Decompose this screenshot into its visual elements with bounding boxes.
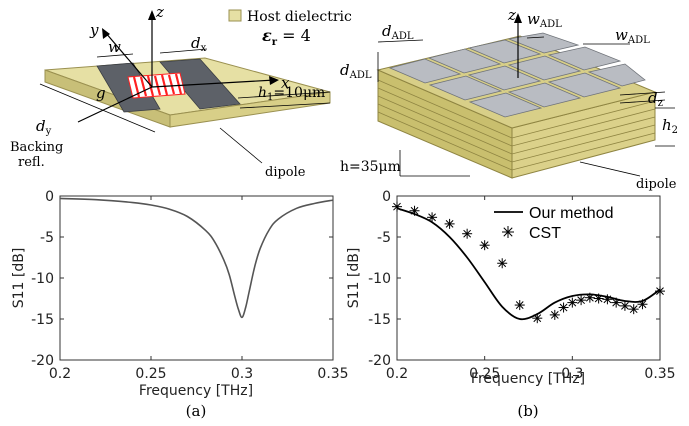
epsilon-label: εr = 4 [262, 26, 311, 48]
h2-label: h2 [662, 116, 678, 136]
backing-label-line1: Backing [10, 140, 63, 155]
cst-marker [392, 201, 402, 212]
cst-marker [462, 228, 473, 239]
plot-b-xtick-label: 0.25 [469, 366, 500, 382]
plot-a-xlabel: Frequency [THz] [139, 383, 253, 399]
cst-marker [611, 297, 622, 308]
x-arrowhead [269, 76, 279, 85]
host-legend-swatch [228, 9, 242, 22]
plot-b: 0 -5 -10 -15 -20 0.2 0.25 0.3 0.35 Our method C… [346, 189, 676, 420]
d-adl-label-top: dADL [382, 22, 414, 42]
z-arrowhead-b [514, 13, 522, 23]
axes-a [77, 14, 276, 123]
plot-a-ytick-label: -20 [31, 353, 54, 369]
cst-marker [514, 300, 525, 311]
h-value-label: h=35μm [340, 159, 401, 175]
cst-marker [593, 293, 604, 304]
axis-z-label: z [155, 3, 164, 21]
plot-a-ytick-label: 0 [45, 189, 54, 205]
stack-layer-lines [377, 79, 656, 171]
plot-b-ytick-label: -5 [377, 230, 391, 246]
plot-a-ytick-label: -5 [40, 230, 54, 246]
dy-label: dy [36, 117, 52, 137]
plot-a-ytick-label: -10 [31, 271, 54, 287]
plot-b-yticks: 0 -5 -10 -15 -20 [368, 189, 660, 369]
dimension-lines-b [377, 36, 675, 177]
plot-b-ytick-label: -10 [368, 271, 391, 287]
w-adl-label-right: wADL [615, 26, 650, 46]
illustration-a: z y x w dx dy g h1=10μm dipole Backing r… [10, 3, 352, 180]
cst-marker [619, 300, 630, 311]
plot-b-xtick-label: 0.35 [644, 366, 675, 382]
y-arrowhead [102, 28, 110, 39]
cst-marker [479, 240, 490, 251]
dimension-lines-a [39, 48, 331, 164]
cst-marker [444, 218, 455, 229]
g-label: g [96, 84, 106, 102]
cst-marker [576, 295, 587, 306]
cst-marker [628, 304, 639, 315]
dipole-label-a: dipole [265, 165, 306, 180]
w-label: w [108, 38, 121, 56]
plot-a-xtick-label: 0.3 [231, 366, 253, 382]
plot-b-xtick-label: 0.3 [561, 366, 583, 382]
plot-b-ytick-label: -20 [368, 353, 391, 369]
plot-a-series-line [59, 197, 334, 319]
cst-marker [549, 309, 560, 320]
axis-y-label: y [89, 21, 99, 39]
plot-a-xticks: 0.2 0.25 0.3 0.35 [49, 196, 349, 382]
cst-marker [567, 297, 578, 308]
cst-marker [497, 258, 508, 269]
legend-label-our-method: Our method [529, 205, 613, 222]
plot-a: 0 -5 -10 -15 -20 0.2 0.25 0.3 0.35 S11 [dB] Fre… [11, 189, 349, 420]
caption-a: (a) [186, 402, 207, 420]
cst-marker [558, 302, 569, 313]
cst-marker [532, 313, 543, 324]
backing-label-line2: refl. [18, 155, 45, 170]
illustration-b: z dADL dADL wADL wADL dz h2 h=35μm dipol… [340, 6, 678, 192]
plot-b-xtick-label: 0.2 [386, 366, 408, 382]
plot-a-yticks: 0 -5 -10 -15 -20 [31, 189, 333, 369]
plot-b-markers [392, 201, 665, 324]
plot-b-xlabel: Frequency [THz] [471, 371, 585, 387]
dx-label: dx [191, 34, 207, 54]
plot-a-xtick-label: 0.25 [135, 366, 166, 382]
axis-x-label: x [281, 74, 290, 92]
d-adl-label-side: dADL [340, 61, 372, 81]
plot-b-ylabel: S11 [dB] [346, 248, 362, 309]
cst-marker [637, 299, 648, 310]
left-metal-patch [96, 62, 161, 113]
plot-a-xtick-label: 0.2 [49, 366, 71, 382]
plot-a-frame [59, 195, 334, 361]
caption-b: (b) [517, 402, 538, 420]
legend-star-icon [502, 226, 514, 238]
legend-marker-swatch [502, 226, 514, 238]
plot-b-legend: Our method CST [494, 205, 613, 242]
axis-z-label-b: z [507, 6, 516, 24]
legend-label-cst: CST [529, 225, 561, 242]
plot-a-xtick-label: 0.35 [317, 366, 348, 382]
w-adl-label-top: wADL [527, 10, 562, 30]
plot-b-xticks: 0.2 0.25 0.3 0.35 [386, 196, 676, 382]
h1-label: h1=10μm [258, 85, 325, 103]
cst-marker [602, 294, 613, 305]
plot-a-ylabel: S11 [dB] [11, 248, 27, 309]
adl-patches [388, 32, 646, 118]
host-dielectric-label: Host dielectric [247, 9, 352, 25]
plot-b-ytick-label: -15 [368, 312, 391, 328]
cst-marker [409, 205, 420, 216]
z-arrowhead [148, 10, 156, 20]
cst-marker [655, 286, 665, 297]
dipole-label-b: dipole [636, 177, 677, 192]
plot-b-ytick-label: 0 [382, 189, 391, 205]
dz-label: dz [648, 89, 663, 109]
cst-marker [584, 292, 595, 303]
cst-marker [427, 212, 438, 223]
plot-a-ytick-label: -15 [31, 312, 54, 328]
